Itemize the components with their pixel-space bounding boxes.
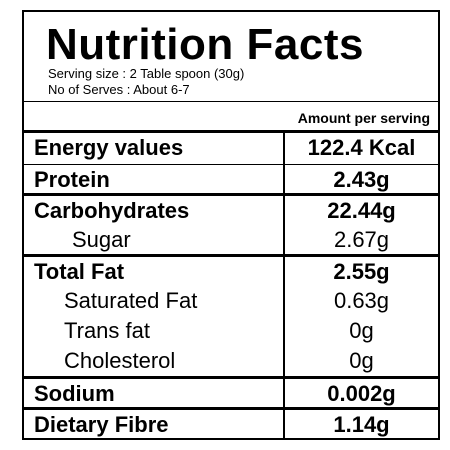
row: Saturated Fat 0.63g bbox=[24, 286, 438, 317]
nutrient: Carbohydrates bbox=[34, 198, 190, 223]
nutrient: Trans fat bbox=[64, 318, 150, 343]
nutrient: Sugar bbox=[72, 227, 131, 252]
nutrient: Cholesterol bbox=[64, 348, 176, 373]
amount: 22.44g bbox=[327, 198, 396, 223]
amount: 2.43g bbox=[333, 167, 390, 192]
row: Dietary Fibre 1.14g bbox=[24, 407, 438, 441]
row: Energy values 122.4 Kcal bbox=[24, 133, 438, 164]
row: Sugar 2.67g bbox=[24, 225, 438, 256]
amount: 0g bbox=[349, 348, 374, 373]
row: Sodium 0.002g bbox=[24, 376, 438, 410]
label-box: Nutrition Facts Serving size : 2 Table s… bbox=[22, 10, 440, 440]
row: Trans fat 0g bbox=[24, 316, 438, 347]
serves: No of Serves : About 6-7 bbox=[48, 82, 190, 97]
title: Nutrition Facts bbox=[46, 20, 364, 69]
column-header: Amount per serving bbox=[297, 110, 430, 126]
row: Carbohydrates 22.44g bbox=[24, 193, 438, 227]
row: Cholesterol 0g bbox=[24, 346, 438, 377]
nutrient: Dietary Fibre bbox=[34, 412, 169, 437]
row: Total Fat 2.55g bbox=[24, 254, 438, 288]
amount: 0.63g bbox=[333, 288, 390, 313]
row: Protein 2.43g bbox=[24, 164, 438, 196]
column-divider bbox=[283, 133, 285, 438]
amount: 0g bbox=[349, 318, 374, 343]
amount: 2.55g bbox=[333, 259, 390, 284]
nutrient: Energy values bbox=[34, 135, 184, 160]
amount: 1.14g bbox=[333, 412, 390, 437]
serving-size: Serving size : 2 Table spoon (30g) bbox=[48, 66, 245, 81]
amount: 122.4 Kcal bbox=[307, 135, 416, 160]
amount: 0.002g bbox=[327, 381, 396, 406]
nutrient: Saturated Fat bbox=[64, 288, 198, 313]
amount: 2.67g bbox=[333, 227, 390, 252]
nutrient: Sodium bbox=[34, 381, 115, 406]
divider bbox=[24, 101, 438, 102]
nutrient: Protein bbox=[34, 167, 110, 192]
divider bbox=[24, 130, 438, 133]
nutrient: Total Fat bbox=[34, 259, 125, 284]
